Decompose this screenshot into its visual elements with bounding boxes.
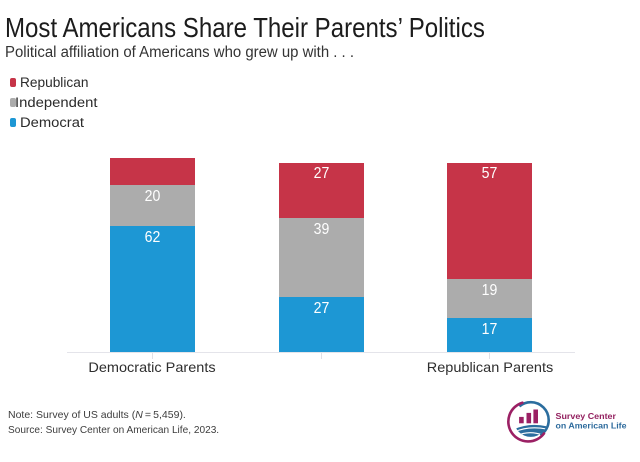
svg-text:on American Life: on American Life [556,420,627,430]
svg-text:Survey Center: Survey Center [556,411,617,421]
